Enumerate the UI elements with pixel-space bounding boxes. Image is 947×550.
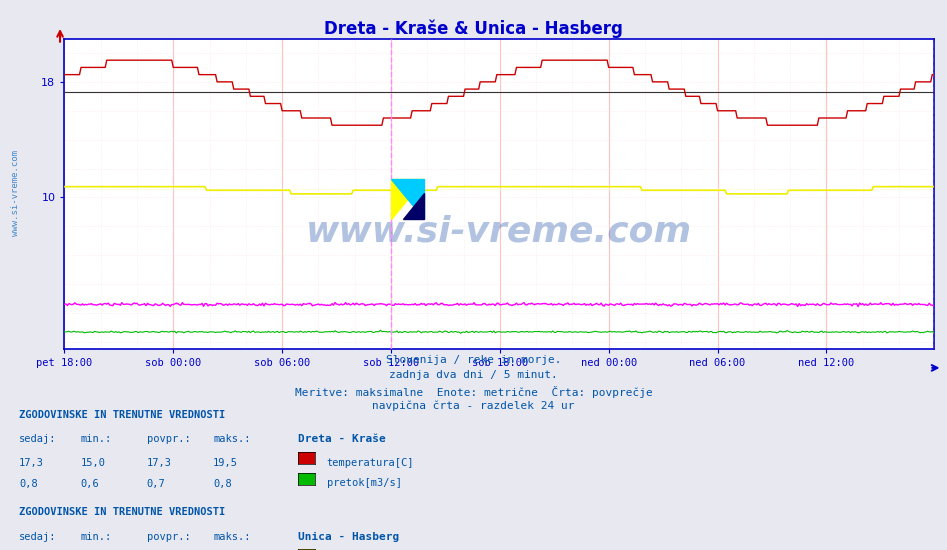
Text: pretok[m3/s]: pretok[m3/s] — [327, 478, 402, 488]
Text: sedaj:: sedaj: — [19, 532, 57, 542]
Text: ZGODOVINSKE IN TRENUTNE VREDNOSTI: ZGODOVINSKE IN TRENUTNE VREDNOSTI — [19, 507, 225, 517]
Text: ZGODOVINSKE IN TRENUTNE VREDNOSTI: ZGODOVINSKE IN TRENUTNE VREDNOSTI — [19, 410, 225, 420]
Text: 0,8: 0,8 — [213, 478, 232, 488]
Text: sedaj:: sedaj: — [19, 434, 57, 444]
Polygon shape — [402, 193, 424, 219]
Text: Dreta - Kraše: Dreta - Kraše — [298, 434, 386, 444]
Text: maks.:: maks.: — [213, 434, 251, 444]
Text: www.si-vreme.com: www.si-vreme.com — [306, 214, 692, 248]
Text: navpična črta - razdelek 24 ur: navpična črta - razdelek 24 ur — [372, 401, 575, 411]
Polygon shape — [391, 179, 424, 219]
Text: 17,3: 17,3 — [19, 458, 44, 468]
Text: 0,6: 0,6 — [80, 478, 99, 488]
Text: temperatura[C]: temperatura[C] — [327, 458, 414, 468]
Text: min.:: min.: — [80, 532, 112, 542]
Text: zadnja dva dni / 5 minut.: zadnja dva dni / 5 minut. — [389, 370, 558, 380]
Text: 19,5: 19,5 — [213, 458, 238, 468]
Text: 0,8: 0,8 — [19, 478, 38, 488]
Text: 0,7: 0,7 — [147, 478, 166, 488]
Text: Dreta - Kraše & Unica - Hasberg: Dreta - Kraše & Unica - Hasberg — [324, 19, 623, 38]
Text: Unica - Hasberg: Unica - Hasberg — [298, 532, 400, 542]
Text: www.si-vreme.com: www.si-vreme.com — [11, 150, 21, 235]
Text: 17,3: 17,3 — [147, 458, 171, 468]
Text: 15,0: 15,0 — [80, 458, 105, 468]
Text: Slovenija / reke in morje.: Slovenija / reke in morje. — [385, 355, 562, 365]
Text: maks.:: maks.: — [213, 532, 251, 542]
Text: min.:: min.: — [80, 434, 112, 444]
Text: Meritve: maksimalne  Enote: metrične  Črta: povprečje: Meritve: maksimalne Enote: metrične Črta… — [295, 386, 652, 398]
Text: povpr.:: povpr.: — [147, 532, 190, 542]
Text: povpr.:: povpr.: — [147, 434, 190, 444]
Polygon shape — [391, 179, 424, 219]
